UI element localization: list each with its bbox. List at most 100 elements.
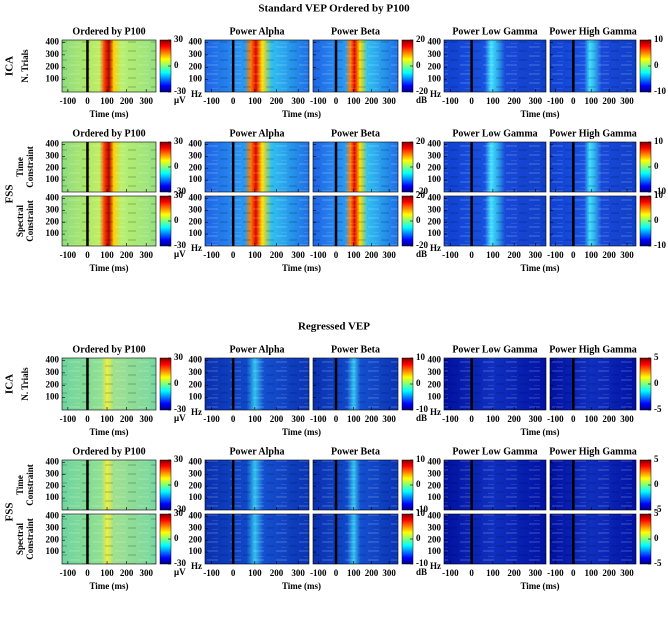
y-tick-label: 400 [46, 456, 60, 466]
x-tick-label: 300 [620, 568, 634, 578]
x-tick-label: 200 [120, 250, 134, 260]
y-tick-label: 200 [428, 534, 442, 544]
colorbar-tick-label: 0 [654, 161, 659, 171]
x-tick-label: 300 [291, 96, 305, 106]
y-tick-label: 100 [46, 492, 60, 502]
x-tick-label: 100 [248, 568, 262, 578]
y-tick-label: 300 [428, 468, 442, 478]
panel-title: Power High Gamma [549, 344, 637, 355]
heatmap-texture [550, 460, 636, 510]
x-tick-label: -100 [442, 96, 459, 106]
heatmap-texture [444, 40, 546, 92]
colorbar-tick-label: 0 [174, 161, 179, 171]
panel-title: Power Alpha [229, 26, 284, 37]
y-tick-label: 100 [189, 546, 203, 556]
colorbar-tick-label: -30 [174, 504, 186, 514]
colorbar-tick-label: -10 [654, 86, 666, 96]
y-tick-label: 300 [189, 468, 203, 478]
x-tick-label: 100 [248, 250, 262, 260]
x-tick-label: 200 [602, 96, 616, 106]
freq-unit: Hz [191, 561, 202, 571]
y-tick-label: 100 [428, 492, 442, 502]
x-axis-label: Time (ms) [282, 581, 321, 591]
colorbar-tick-label: -5 [654, 404, 662, 414]
freq-unit: Hz [430, 89, 441, 99]
y-tick-label: 300 [428, 522, 442, 532]
panel-frame [443, 39, 547, 93]
panel-title: Power High Gamma [549, 446, 637, 457]
y-tick-label: 100 [46, 546, 60, 556]
panel-title: Ordered by P100 [72, 26, 145, 37]
panel-frame [443, 357, 547, 411]
freq-unit: Hz [191, 243, 202, 253]
y-tick-label: 100 [189, 392, 203, 402]
x-tick-label: 0 [85, 96, 90, 106]
panel-frame [549, 195, 637, 247]
panel-frame [312, 357, 399, 411]
row-sublabel: Constraint [25, 200, 35, 242]
row-sublabel: Constraint [25, 146, 35, 188]
panel-title: Power High Gamma [549, 26, 637, 37]
x-tick-label: 100 [248, 96, 262, 106]
y-tick-label: 100 [46, 174, 60, 184]
freq-unit: Hz [430, 407, 441, 417]
x-tick-label: 0 [469, 414, 474, 424]
method-label: FSS [4, 185, 16, 204]
heatmap-texture [205, 196, 309, 246]
y-tick-label: 400 [189, 510, 203, 520]
colorbar-tick-label: -20 [416, 186, 428, 196]
colorbar-tick-label: 20 [416, 136, 426, 146]
heatmap-texture [444, 460, 546, 510]
method-label: FSS [4, 503, 16, 522]
x-tick-label: 100 [584, 250, 598, 260]
x-tick-label: 300 [291, 568, 305, 578]
y-tick-label: 200 [189, 480, 203, 490]
panel-frame [61, 141, 157, 193]
x-axis-label: Time (ms) [89, 581, 128, 591]
colorbar-tick-label: -10 [416, 404, 428, 414]
colorbar-tick-label: 0 [416, 533, 421, 543]
colorbar-tick-label: -30 [174, 240, 186, 250]
y-tick-label: 300 [46, 49, 60, 59]
x-tick-label: 100 [584, 96, 598, 106]
colorbar-tick-label: 0 [416, 479, 421, 489]
colorbar-tick-label: 0 [654, 378, 659, 388]
x-tick-label: 300 [139, 568, 153, 578]
x-tick-label: 200 [120, 96, 134, 106]
y-tick-label: 300 [428, 150, 442, 160]
x-axis-label: Time (ms) [282, 263, 321, 273]
colorbar-unit: μV [174, 413, 186, 423]
x-tick-label: -100 [442, 568, 459, 578]
heatmap-texture [313, 40, 398, 92]
y-tick-label: 100 [428, 392, 442, 402]
x-tick-label: 200 [507, 96, 521, 106]
colorbar-tick-label: 5 [654, 508, 659, 518]
panel-frame [549, 513, 637, 565]
heatmap-texture [550, 514, 636, 564]
panel-title: Ordered by P100 [72, 446, 145, 457]
heatmap-texture [313, 514, 398, 564]
x-tick-label: 300 [620, 414, 634, 424]
y-tick-label: 100 [189, 492, 203, 502]
x-tick-label: 300 [139, 96, 153, 106]
x-tick-label: 200 [365, 568, 379, 578]
panel-title: Ordered by P100 [72, 128, 145, 139]
y-tick-label: 400 [428, 510, 442, 520]
y-tick-label: 400 [189, 138, 203, 148]
x-axis-label: Time (ms) [282, 109, 321, 119]
y-tick-label: 100 [46, 228, 60, 238]
colorbar-tick-label: 0 [654, 479, 659, 489]
y-tick-label: 400 [428, 456, 442, 466]
x-tick-label: 300 [620, 250, 634, 260]
y-tick-label: 400 [428, 138, 442, 148]
x-tick-label: -100 [547, 96, 564, 106]
x-tick-label: 300 [139, 414, 153, 424]
x-tick-label: 100 [486, 568, 500, 578]
x-tick-label: 100 [347, 96, 361, 106]
x-tick-label: 100 [486, 414, 500, 424]
x-tick-label: -100 [203, 568, 220, 578]
y-tick-label: 300 [428, 204, 442, 214]
colorbar-tick-label: 30 [174, 136, 184, 146]
panel-title: Power Low Gamma [452, 128, 537, 139]
